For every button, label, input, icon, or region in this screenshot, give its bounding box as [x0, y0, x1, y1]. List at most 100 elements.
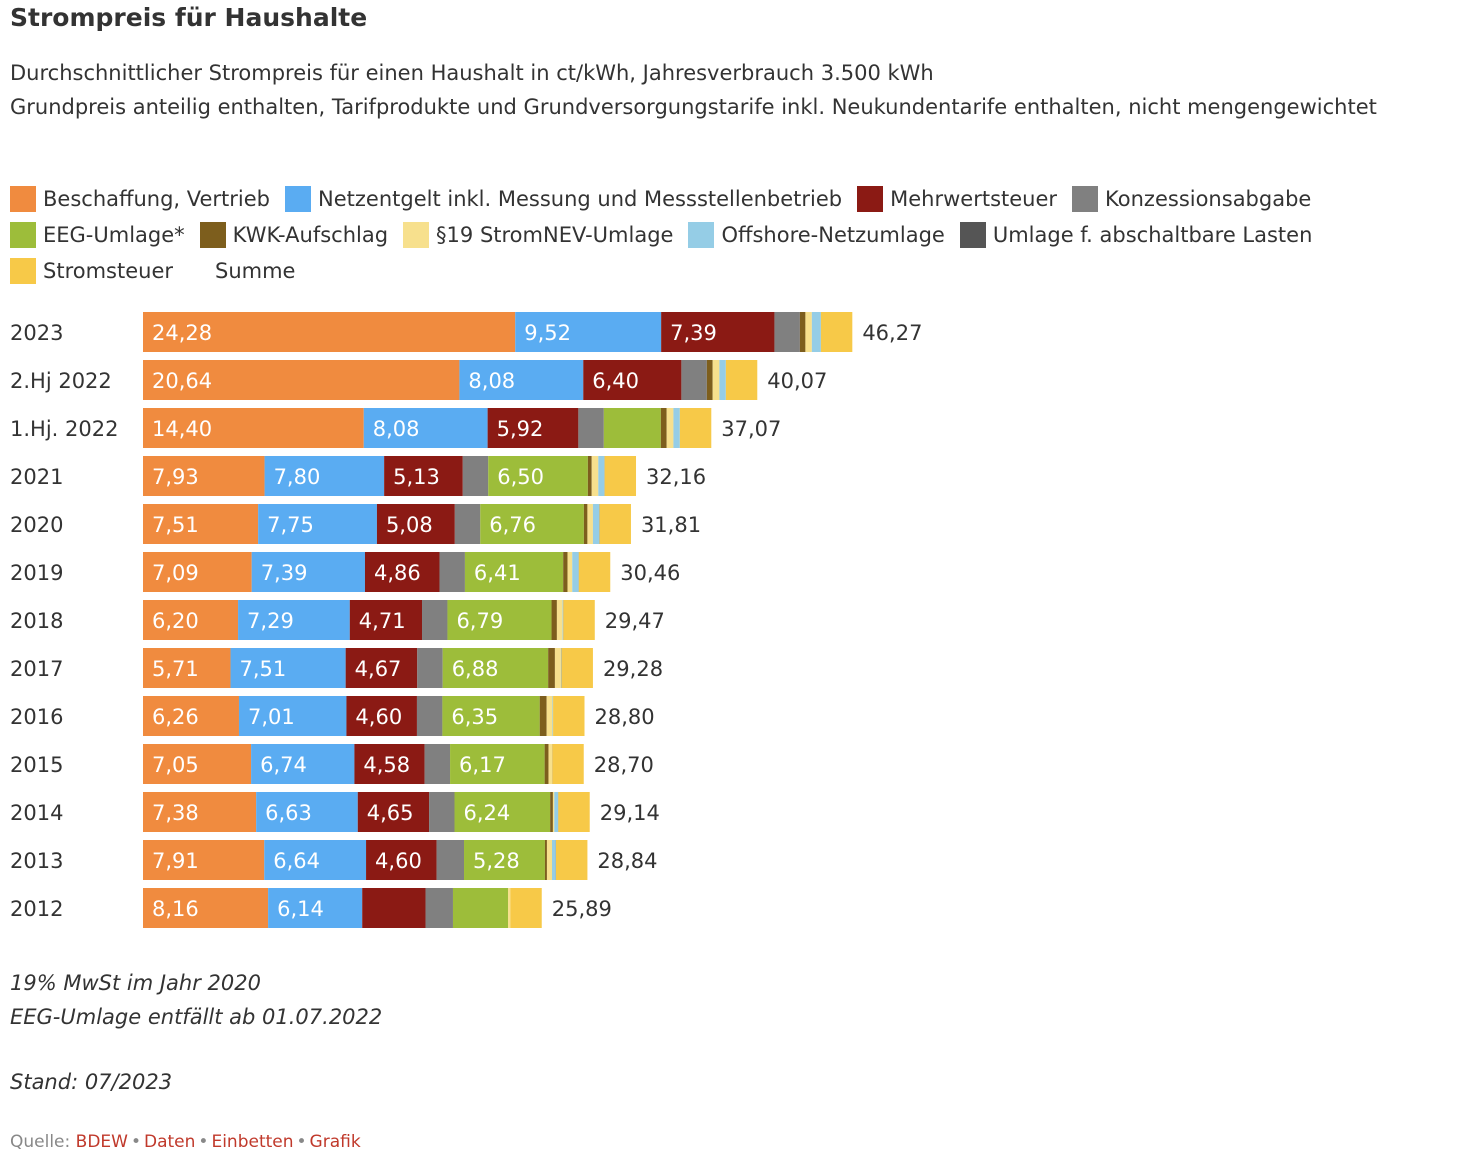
- bar-segment-konzessionsabgabe[interactable]: [424, 744, 451, 784]
- bar-segment-stromsteuer[interactable]: [679, 408, 712, 448]
- legend-item-konzessionsabgabe[interactable]: Konzessionsabgabe: [1072, 186, 1311, 212]
- bar-segment-stromsteuer[interactable]: [561, 648, 593, 688]
- bar-segment-beschaffung-vertrieb[interactable]: [143, 792, 257, 832]
- bar-segment-beschaffung-vertrieb[interactable]: [143, 360, 460, 400]
- bar-segment-mehrwertsteuer[interactable]: [366, 840, 437, 880]
- bar-segment-offshore-netzumlage[interactable]: [554, 792, 559, 832]
- bar-segment-mehrwertsteuer[interactable]: [364, 552, 440, 592]
- bar-segment-19-stromnev-umlage[interactable]: [712, 360, 720, 400]
- bar-segment-netzentgelt-inkl-messung-und-messstellenbetrieb[interactable]: [459, 360, 584, 400]
- legend-item-netzentgelt[interactable]: Netzentgelt inkl. Messung und Messstelle…: [285, 186, 842, 212]
- bar-segment-eeg-umlage[interactable]: [454, 792, 551, 832]
- bar-segment-netzentgelt-inkl-messung-und-messstellenbetrieb[interactable]: [258, 504, 377, 544]
- bar-segment-stromsteuer[interactable]: [604, 456, 637, 496]
- bar-segment-beschaffung-vertrieb[interactable]: [143, 504, 259, 544]
- bar-segment-offshore-netzumlage[interactable]: [572, 552, 579, 592]
- bar-segment-netzentgelt-inkl-messung-und-messstellenbetrieb[interactable]: [268, 888, 363, 928]
- bar-segment-netzentgelt-inkl-messung-und-messstellenbetrieb[interactable]: [251, 552, 365, 592]
- bar-segment-eeg-umlage[interactable]: [442, 648, 549, 688]
- bar-segment-kwk-aufschlag[interactable]: [799, 312, 806, 352]
- bar-segment-mehrwertsteuer[interactable]: [362, 888, 426, 928]
- bar-segment-netzentgelt-inkl-messung-und-messstellenbetrieb[interactable]: [251, 744, 355, 784]
- bar-segment-konzessionsabgabe[interactable]: [436, 840, 465, 880]
- bar-segment-eeg-umlage[interactable]: [464, 840, 545, 880]
- bar-segment-konzessionsabgabe[interactable]: [578, 408, 604, 448]
- bar-segment-netzentgelt-inkl-messung-und-messstellenbetrieb[interactable]: [256, 792, 358, 832]
- bar-segment-19-stromnev-umlage[interactable]: [508, 888, 511, 928]
- bar-segment-stromsteuer[interactable]: [558, 792, 590, 832]
- bar-segment-eeg-umlage[interactable]: [464, 552, 564, 592]
- bar-segment-19-stromnev-umlage[interactable]: [552, 792, 555, 832]
- legend-item-mehrwertsteuer[interactable]: Mehrwertsteuer: [857, 186, 1057, 212]
- bar-segment-eeg-umlage[interactable]: [450, 744, 545, 784]
- bar-segment-offshore-netzumlage[interactable]: [598, 456, 605, 496]
- bar-segment-mehrwertsteuer[interactable]: [583, 360, 682, 400]
- bar-segment-beschaffung-vertrieb[interactable]: [143, 744, 252, 784]
- bar-segment-19-stromnev-umlage[interactable]: [591, 456, 599, 496]
- legend-item-kwk-aufschlag[interactable]: KWK-Aufschlag: [199, 222, 388, 248]
- bar-segment-stromsteuer[interactable]: [599, 504, 631, 544]
- bar-segment-offshore-netzumlage[interactable]: [562, 600, 564, 640]
- bar-segment-konzessionsabgabe[interactable]: [439, 552, 465, 592]
- bar-segment-netzentgelt-inkl-messung-und-messstellenbetrieb[interactable]: [363, 408, 488, 448]
- bar-segment-beschaffung-vertrieb[interactable]: [143, 408, 364, 448]
- legend-item-stromnev-umlage[interactable]: §19 StromNEV-Umlage: [403, 222, 673, 248]
- bar-segment-mehrwertsteuer[interactable]: [487, 408, 579, 448]
- bar-segment-kwk-aufschlag[interactable]: [587, 456, 592, 496]
- bar-segment-mehrwertsteuer[interactable]: [346, 696, 417, 736]
- bar-segment-stromsteuer[interactable]: [555, 840, 588, 880]
- bar-segment-eeg-umlage[interactable]: [480, 504, 584, 544]
- bar-segment-offshore-netzumlage[interactable]: [552, 696, 554, 736]
- bar-segment-mehrwertsteuer[interactable]: [349, 600, 422, 640]
- source-link-grafik[interactable]: Grafik: [309, 1132, 361, 1152]
- bar-segment-eeg-umlage[interactable]: [447, 600, 552, 640]
- bar-segment-stromsteuer[interactable]: [725, 360, 758, 400]
- bar-segment-kwk-aufschlag[interactable]: [551, 600, 557, 640]
- bar-segment-19-stromnev-umlage[interactable]: [546, 840, 553, 880]
- bar-segment-beschaffung-vertrieb[interactable]: [143, 696, 239, 736]
- bar-segment-stromsteuer[interactable]: [563, 600, 595, 640]
- bar-segment-19-stromnev-umlage[interactable]: [546, 696, 553, 736]
- bar-segment-netzentgelt-inkl-messung-und-messstellenbetrieb[interactable]: [515, 312, 662, 352]
- bar-segment-konzessionsabgabe[interactable]: [774, 312, 800, 352]
- bar-segment-offshore-netzumlage[interactable]: [811, 312, 821, 352]
- legend-item-eeg-umlage[interactable]: EEG-Umlage*: [10, 222, 185, 248]
- bar-segment-beschaffung-vertrieb[interactable]: [143, 600, 239, 640]
- bar-segment-eeg-umlage[interactable]: [442, 696, 540, 736]
- bar-segment-konzessionsabgabe[interactable]: [681, 360, 707, 400]
- bar-segment-netzentgelt-inkl-messung-und-messstellenbetrieb[interactable]: [264, 456, 385, 496]
- bar-segment-stromsteuer[interactable]: [578, 552, 611, 592]
- bar-segment-netzentgelt-inkl-messung-und-messstellenbetrieb[interactable]: [238, 696, 347, 736]
- bar-segment-19-stromnev-umlage[interactable]: [556, 600, 563, 640]
- bar-segment-stromsteuer[interactable]: [552, 744, 584, 784]
- bar-segment-konzessionsabgabe[interactable]: [422, 600, 448, 640]
- bar-segment-kwk-aufschlag[interactable]: [544, 840, 547, 880]
- legend-item-stromsteuer[interactable]: Stromsteuer: [10, 258, 173, 284]
- bar-segment-konzessionsabgabe[interactable]: [416, 696, 443, 736]
- bar-segment-19-stromnev-umlage[interactable]: [548, 744, 553, 784]
- bar-segment-kwk-aufschlag[interactable]: [563, 552, 568, 592]
- bar-segment-beschaffung-vertrieb[interactable]: [143, 552, 252, 592]
- bar-segment-konzessionsabgabe[interactable]: [462, 456, 489, 496]
- legend-item-beschaffung[interactable]: Beschaffung, Vertrieb: [10, 186, 270, 212]
- bar-segment-stromsteuer[interactable]: [553, 696, 585, 736]
- bar-segment-konzessionsabgabe[interactable]: [417, 648, 443, 688]
- bar-segment-mehrwertsteuer[interactable]: [354, 744, 425, 784]
- source-link-bdew[interactable]: BDEW: [75, 1132, 128, 1152]
- bar-segment-konzessionsabgabe[interactable]: [429, 792, 455, 832]
- bar-segment-mehrwertsteuer[interactable]: [376, 504, 455, 544]
- bar-segment-netzentgelt-inkl-messung-und-messstellenbetrieb[interactable]: [264, 840, 367, 880]
- bar-segment-kwk-aufschlag[interactable]: [583, 504, 588, 544]
- bar-segment-19-stromnev-umlage[interactable]: [666, 408, 674, 448]
- bar-segment-kwk-aufschlag[interactable]: [544, 744, 549, 784]
- bar-segment-19-stromnev-umlage[interactable]: [805, 312, 812, 352]
- bar-segment-eeg-umlage[interactable]: [488, 456, 588, 496]
- legend-item-offshore-netzumlage[interactable]: Offshore-Netzumlage: [688, 222, 945, 248]
- source-link-einbetten[interactable]: Einbetten: [211, 1132, 294, 1152]
- bar-segment-mehrwertsteuer[interactable]: [357, 792, 430, 832]
- bar-segment-kwk-aufschlag[interactable]: [550, 792, 553, 832]
- bar-segment-offshore-netzumlage[interactable]: [592, 504, 600, 544]
- bar-segment-19-stromnev-umlage[interactable]: [587, 504, 593, 544]
- bar-segment-kwk-aufschlag[interactable]: [706, 360, 713, 400]
- bar-segment-beschaffung-vertrieb[interactable]: [143, 840, 265, 880]
